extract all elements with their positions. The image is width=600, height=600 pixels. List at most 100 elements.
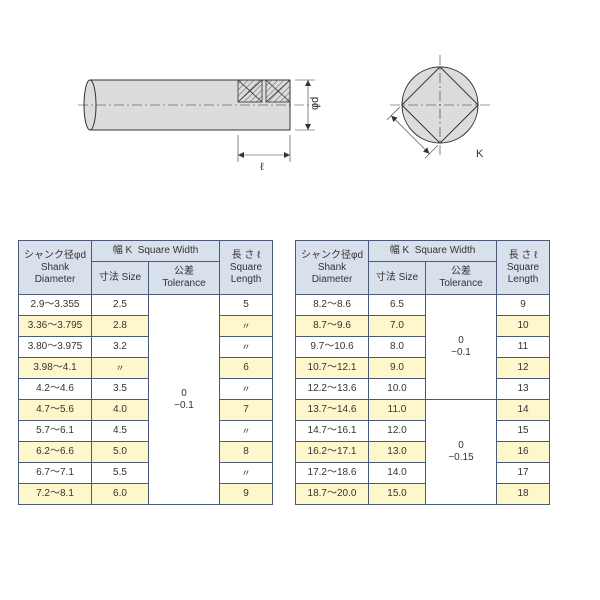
cell-diameter: 18.7～20.0 <box>296 484 369 505</box>
cell-size: 10.0 <box>369 379 426 400</box>
table-row: 16.2～17.113.0 16 <box>296 442 550 463</box>
dim-k: K <box>476 148 484 160</box>
th-diameter: シャンク径φd Shank Diameter <box>296 241 369 295</box>
cell-diameter: 10.7～12.1 <box>296 358 369 379</box>
cell-diameter: 3.36～3.795 <box>19 316 92 337</box>
cell-size: 6.5 <box>369 295 426 316</box>
cell-length: 〃 <box>220 337 273 358</box>
th-square-width: 幅 K Square Width <box>92 241 220 262</box>
page: φd ℓ <box>0 0 600 600</box>
cell-size: 8.0 <box>369 337 426 358</box>
table-row: 5.7～6.14.5 〃 <box>19 421 273 442</box>
cell-size: 14.0 <box>369 463 426 484</box>
cell-length: 9 <box>220 484 273 505</box>
cell-size: 6.0 <box>92 484 149 505</box>
table-row: 17.2～18.614.0 17 <box>296 463 550 484</box>
table-row: 10.7～12.19.0 12 <box>296 358 550 379</box>
cell-diameter: 17.2～18.6 <box>296 463 369 484</box>
cell-diameter: 8.7～9.6 <box>296 316 369 337</box>
dim-phi-d: φd <box>309 97 321 110</box>
table-row: 6.7～7.15.5 〃 <box>19 463 273 484</box>
cell-diameter: 12.2～13.6 <box>296 379 369 400</box>
th-diameter: シャンク径φd Shank Diameter <box>19 241 92 295</box>
cell-size: 13.0 <box>369 442 426 463</box>
cell-size: 5.0 <box>92 442 149 463</box>
table-row: 6.2～6.65.0 8 <box>19 442 273 463</box>
cell-size: 11.0 <box>369 400 426 421</box>
spec-table-2: シャンク径φd Shank Diameter 幅 K Square Width … <box>295 240 550 505</box>
cell-diameter: 3.80～3.975 <box>19 337 92 358</box>
end-view: K <box>387 55 490 160</box>
cell-diameter: 6.2～6.6 <box>19 442 92 463</box>
cell-length: 12 <box>497 358 550 379</box>
cell-length: 5 <box>220 295 273 316</box>
table-row: 12.2～13.610.0 13 <box>296 379 550 400</box>
cell-diameter: 14.7～16.1 <box>296 421 369 442</box>
table-row: 3.36～3.7952.8 〃 <box>19 316 273 337</box>
cell-diameter: 7.2～8.1 <box>19 484 92 505</box>
table-row: 4.7～5.64.0 7 <box>19 400 273 421</box>
cell-length: 〃 <box>220 421 273 442</box>
cell-size: 5.5 <box>92 463 149 484</box>
th-length: 長 さ ℓ Square Length <box>220 241 273 295</box>
cell-length: 6 <box>220 358 273 379</box>
cell-diameter: 5.7～6.1 <box>19 421 92 442</box>
table-row: 7.2～8.16.0 9 <box>19 484 273 505</box>
table2-body: 8.2～8.66.50 −0.198.7～9.67.0109.7～10.68.0… <box>296 295 550 505</box>
cell-diameter: 9.7～10.6 <box>296 337 369 358</box>
cell-diameter: 16.2～17.1 <box>296 442 369 463</box>
cell-diameter: 6.7～7.1 <box>19 463 92 484</box>
cell-diameter: 8.2～8.6 <box>296 295 369 316</box>
technical-drawing: φd ℓ <box>0 30 600 220</box>
cell-diameter: 13.7～14.6 <box>296 400 369 421</box>
side-view: φd ℓ <box>78 80 321 173</box>
table-row: 8.7～9.67.010 <box>296 316 550 337</box>
cell-length: 14 <box>497 400 550 421</box>
drawing-svg: φd ℓ <box>0 30 600 220</box>
cell-size: 4.0 <box>92 400 149 421</box>
cell-size: 9.0 <box>369 358 426 379</box>
cell-length: 8 <box>220 442 273 463</box>
th-size: 寸法 Size <box>92 262 149 295</box>
cell-size: 〃 <box>92 358 149 379</box>
cell-length: 9 <box>497 295 550 316</box>
cell-diameter: 3.98～4.1 <box>19 358 92 379</box>
cell-length: 〃 <box>220 463 273 484</box>
table-row: 13.7～14.611.00 −0.1514 <box>296 400 550 421</box>
cell-tolerance: 0 −0.1 <box>426 295 497 400</box>
th-tolerance: 公差 Tolerance <box>149 262 220 295</box>
cell-length: 〃 <box>220 379 273 400</box>
table1-body: 2.9～3.3552.50 −0.153.36～3.7952.8〃3.80～3.… <box>19 295 273 505</box>
th-size: 寸法 Size <box>369 262 426 295</box>
table-row: 4.2～4.63.5 〃 <box>19 379 273 400</box>
cell-diameter: 4.7～5.6 <box>19 400 92 421</box>
cell-length: 18 <box>497 484 550 505</box>
cell-diameter: 2.9～3.355 <box>19 295 92 316</box>
cell-size: 2.8 <box>92 316 149 337</box>
cell-size: 12.0 <box>369 421 426 442</box>
cell-length: 7 <box>220 400 273 421</box>
cell-length: 17 <box>497 463 550 484</box>
table-row: 14.7～16.112.0 15 <box>296 421 550 442</box>
cell-length: 〃 <box>220 316 273 337</box>
cell-size: 3.2 <box>92 337 149 358</box>
table-row: 9.7～10.68.0 11 <box>296 337 550 358</box>
cell-length: 11 <box>497 337 550 358</box>
cell-length: 15 <box>497 421 550 442</box>
cell-size: 3.5 <box>92 379 149 400</box>
spec-table-1: シャンク径φd Shank Diameter 幅 K Square Width … <box>18 240 273 505</box>
cell-tolerance: 0 −0.15 <box>426 400 497 505</box>
cell-diameter: 4.2～4.6 <box>19 379 92 400</box>
table-row: 3.98～4.1〃 6 <box>19 358 273 379</box>
table-row: 8.2～8.66.50 −0.19 <box>296 295 550 316</box>
cell-length: 13 <box>497 379 550 400</box>
table-row: 18.7～20.015.0 18 <box>296 484 550 505</box>
dim-ell: ℓ <box>260 161 264 173</box>
th-square-width: 幅 K Square Width <box>369 241 497 262</box>
cell-size: 15.0 <box>369 484 426 505</box>
cell-length: 10 <box>497 316 550 337</box>
cell-size: 4.5 <box>92 421 149 442</box>
cell-size: 2.5 <box>92 295 149 316</box>
tables-container: シャンク径φd Shank Diameter 幅 K Square Width … <box>18 240 550 505</box>
cell-length: 16 <box>497 442 550 463</box>
